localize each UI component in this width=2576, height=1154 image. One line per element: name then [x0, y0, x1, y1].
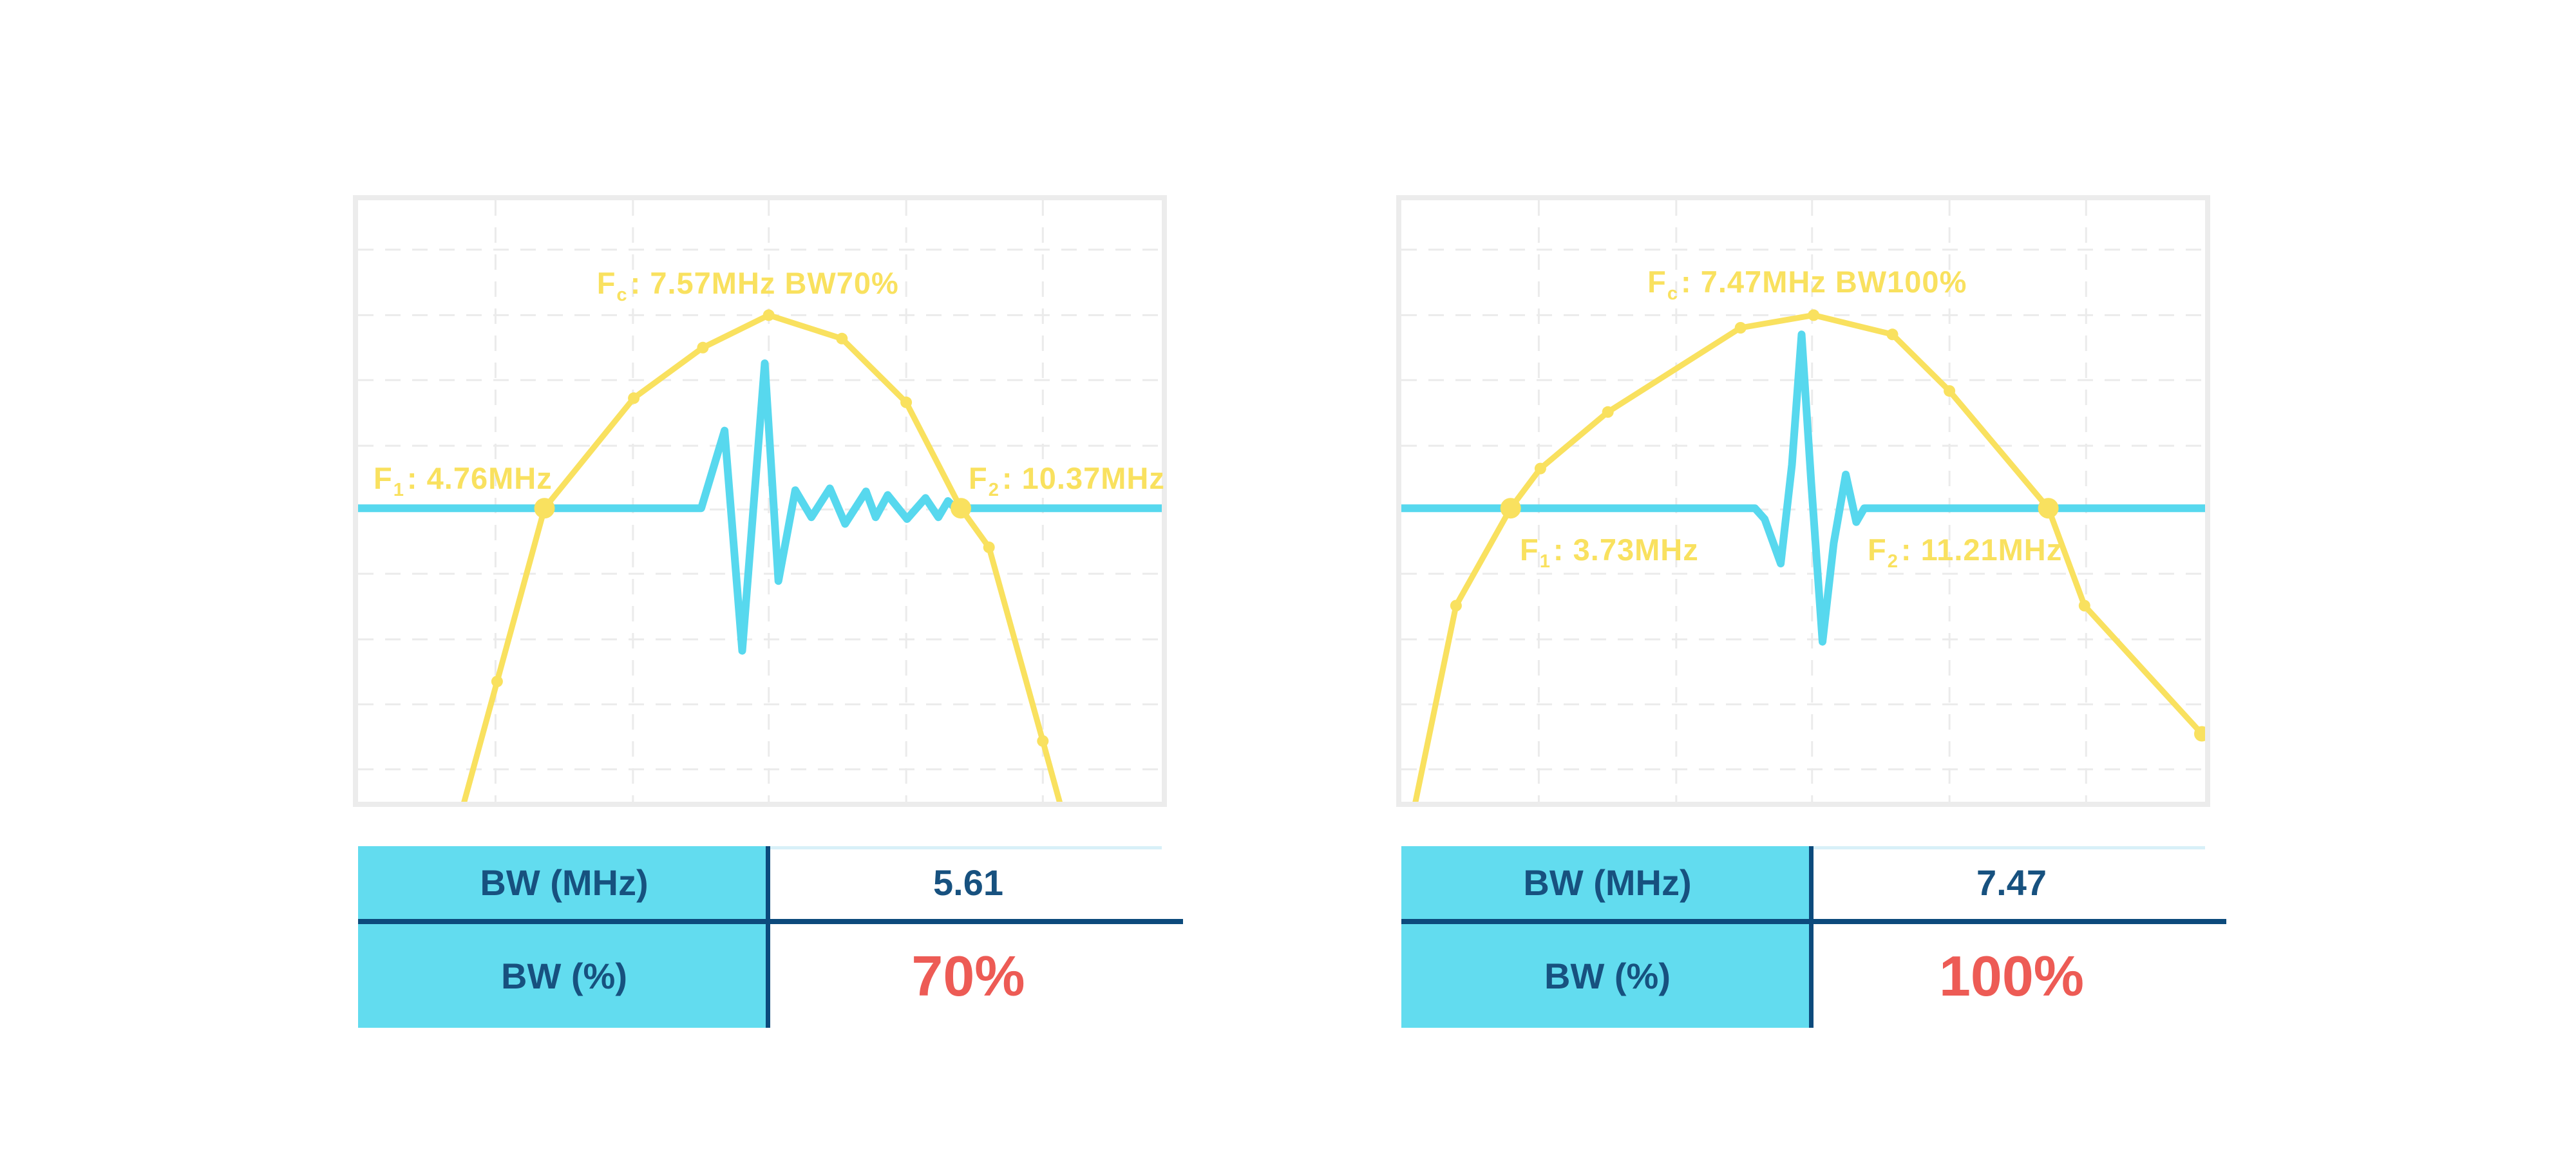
- table-row-divider: [358, 919, 1183, 924]
- data-point-marker: [1037, 735, 1049, 747]
- data-point-marker: [697, 341, 709, 354]
- data-point-marker: [1734, 322, 1747, 334]
- data-point-marker: [900, 396, 913, 408]
- pulse-line: [1401, 330, 2205, 646]
- table-label-bw-mhz: BW (MHz): [1523, 862, 1692, 903]
- chart-canvas: [1401, 200, 2205, 802]
- fc-annotation: Fc: 7.57MHz BW70%: [597, 268, 899, 305]
- f2-subscript: 2: [988, 480, 999, 501]
- data-point-marker: [2194, 726, 2205, 742]
- fc-text: : 7.47MHz BW100%: [1681, 265, 1967, 299]
- data-point-marker: [1602, 406, 1614, 418]
- fc-text: : 7.57MHz BW70%: [630, 266, 899, 300]
- f1-subscript: 1: [1539, 551, 1551, 572]
- fc-symbol: F: [596, 266, 616, 300]
- data-point-marker: [1944, 385, 1956, 397]
- data-point-marker: [1886, 328, 1899, 341]
- f2-text: : 11.21MHz: [1900, 533, 2063, 567]
- spectrum-line: [1412, 312, 2205, 802]
- pulse-line: [358, 359, 1162, 655]
- bandwidth-edge-marker: [534, 498, 555, 519]
- fc-subscript: c: [1667, 283, 1679, 305]
- panel-bw100: Fc: 7.47MHz BW100% F1: 3.73MHz F2: 11.21…: [1396, 195, 2233, 1039]
- table-value-bw-percent: 100%: [1938, 943, 2085, 1008]
- table-value-bw-mhz: 7.47: [1976, 862, 2047, 903]
- f1-annotation: F1: 3.73MHz: [1520, 534, 1699, 571]
- chart-frame-bw100: Fc: 7.47MHz BW100% F1: 3.73MHz F2: 11.21…: [1396, 195, 2210, 807]
- fc-subscript: c: [616, 285, 628, 306]
- f2-subscript: 2: [1887, 551, 1899, 572]
- table-value-bw-percent: 70%: [911, 943, 1025, 1008]
- chart-frame-bw70: Fc: 7.57MHz BW70% F1: 4.76MHz F2: 10.37M…: [353, 195, 1167, 807]
- panel-bw70: Fc: 7.57MHz BW70% F1: 4.76MHz F2: 10.37M…: [353, 195, 1190, 1039]
- bandwidth-table: BW (MHz) 7.47 BW (%) 100%: [1401, 846, 2226, 1028]
- table-row-divider: [1401, 919, 2226, 924]
- data-point-marker: [628, 392, 640, 404]
- data-point-marker: [2078, 600, 2090, 612]
- f1-symbol: F: [374, 461, 393, 495]
- f2-text: : 10.37MHz: [1001, 461, 1165, 495]
- f2-symbol: F: [969, 461, 988, 495]
- table-label-bw-percent: BW (%): [501, 955, 627, 996]
- table-top-border: [1814, 846, 2205, 849]
- fc-symbol: F: [1647, 265, 1667, 299]
- bandwidth-edge-marker: [951, 498, 971, 519]
- table-top-border: [770, 846, 1162, 849]
- table-label-bw-mhz: BW (MHz): [480, 862, 649, 903]
- data-point-marker: [1534, 462, 1546, 475]
- table-value-bw-mhz: 5.61: [933, 862, 1003, 903]
- table-label-bw-percent: BW (%): [1544, 955, 1671, 996]
- f1-annotation: F1: 4.76MHz: [374, 463, 553, 500]
- data-point-marker: [491, 676, 503, 688]
- data-point-marker: [1808, 309, 1820, 321]
- chart-canvas: [358, 200, 1162, 802]
- f1-text: : 3.73MHz: [1553, 533, 1699, 567]
- fc-annotation: Fc: 7.47MHz BW100%: [1647, 267, 1967, 303]
- f1-subscript: 1: [393, 480, 404, 501]
- bandwidth-edge-marker: [2038, 498, 2059, 519]
- f1-text: : 4.76MHz: [406, 461, 553, 495]
- data-point-marker: [836, 332, 848, 345]
- f2-symbol: F: [1868, 533, 1887, 567]
- table-header-column: [358, 846, 770, 1028]
- f2-annotation: F2: 10.37MHz: [969, 463, 1165, 500]
- data-point-marker: [1450, 600, 1462, 612]
- data-point-marker: [762, 309, 775, 321]
- data-point-marker: [983, 541, 995, 553]
- bandwidth-edge-marker: [1500, 498, 1521, 519]
- spectrum-line: [461, 312, 1063, 802]
- table-header-column: [1401, 846, 1814, 1028]
- f2-annotation: F2: 11.21MHz: [1868, 534, 2062, 571]
- f1-symbol: F: [1520, 533, 1539, 567]
- bandwidth-table: BW (MHz) 5.61 BW (%) 70%: [358, 846, 1183, 1028]
